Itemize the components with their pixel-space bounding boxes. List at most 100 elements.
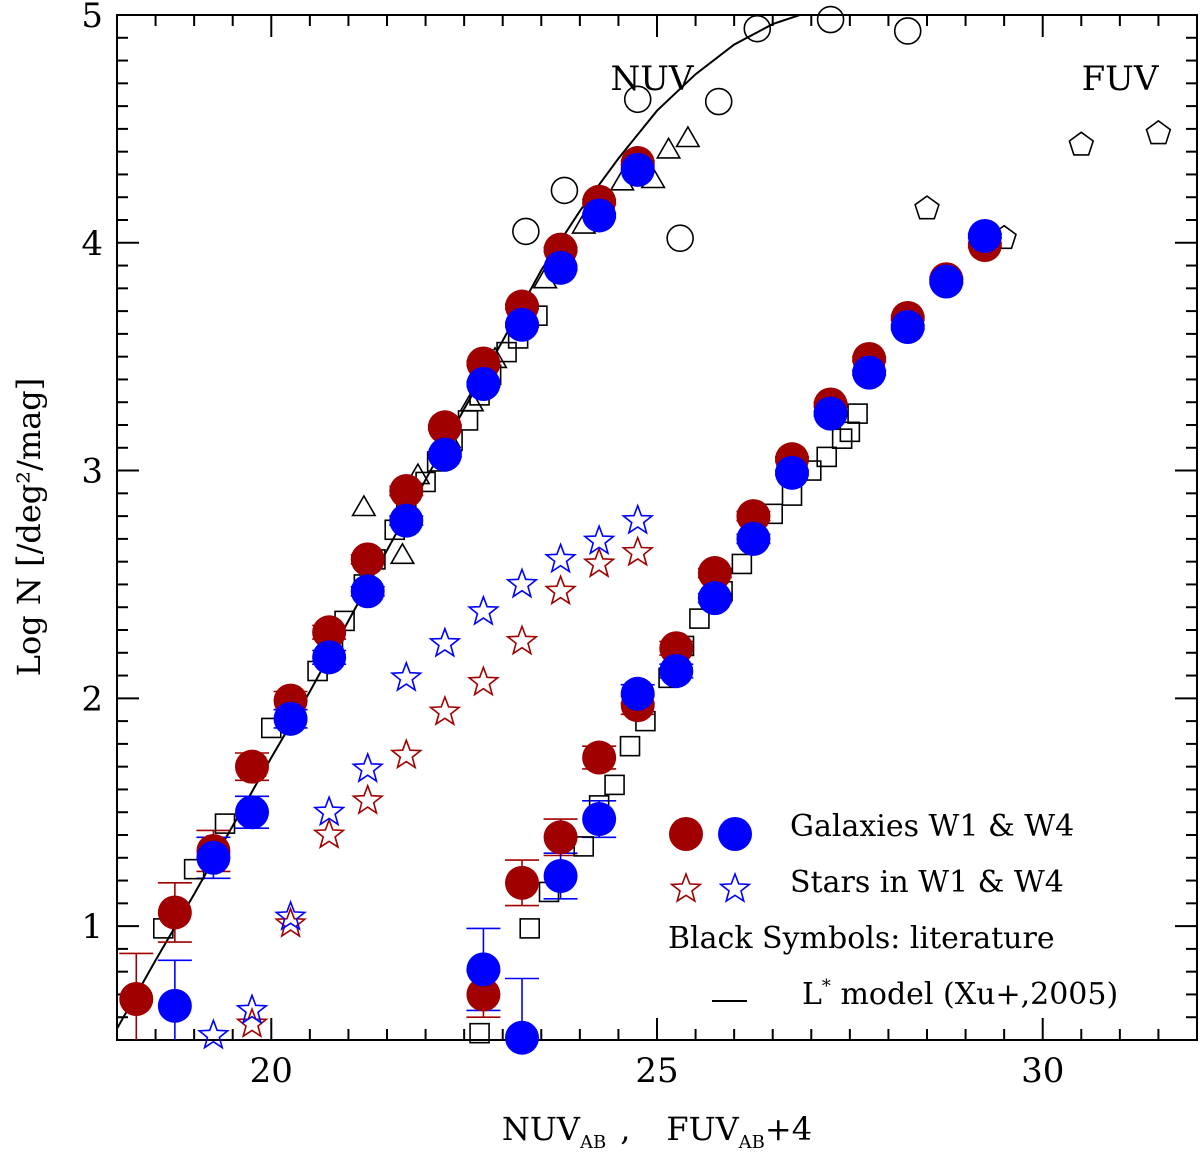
data-point (619, 735, 641, 757)
legend-marker-stars-red (669, 871, 703, 903)
data-point (389, 503, 424, 538)
data-point (689, 608, 710, 629)
x-tick-label: 20 (250, 1051, 293, 1091)
data-point (914, 195, 940, 220)
data-point (389, 542, 416, 565)
legend-marker-stars-blue (718, 871, 752, 903)
x-title-fuv: FUV (666, 1110, 739, 1148)
data-point (351, 494, 377, 517)
data-point (967, 218, 1002, 253)
y-tick-label: 4 (81, 224, 103, 264)
legend: Galaxies W1 & W4 Stars in W1 & W4 Black … (668, 809, 1118, 1012)
data-point (831, 428, 853, 449)
data-point (543, 820, 578, 855)
data-point (666, 224, 694, 253)
legend-label-literature: Black Symbols: literature (668, 921, 1055, 956)
data-point (621, 535, 655, 567)
data-point (543, 859, 578, 893)
data-point (582, 523, 616, 556)
error-bars (119, 159, 1002, 1040)
data-point (469, 1022, 490, 1044)
data-point (389, 660, 423, 692)
model-layer (117, 15, 801, 1030)
data-point (235, 993, 269, 1025)
data-point (197, 1018, 230, 1050)
legend-model-l: L (802, 977, 822, 1012)
data-point (620, 676, 655, 711)
legend-model-star: * (822, 976, 831, 997)
data-point (312, 640, 347, 675)
data-point (852, 355, 887, 390)
legend-marker-galaxies-red (669, 817, 703, 851)
data-point (428, 626, 462, 658)
legend-marker-galaxies-blue (718, 817, 752, 851)
x-title-sep: , (620, 1110, 630, 1148)
data-point (620, 152, 655, 187)
data-markers (119, 5, 1172, 1055)
data-point (466, 977, 501, 1012)
data-point (731, 553, 753, 575)
data-point (582, 740, 617, 775)
data-point (157, 988, 192, 1023)
legend-label-galaxies: Galaxies W1 & W4 (790, 809, 1074, 844)
legend-label-stars: Stars in W1 & W4 (790, 865, 1064, 900)
data-point (655, 136, 682, 159)
data-point (659, 654, 694, 688)
data-point (427, 410, 462, 445)
data-point (582, 546, 616, 578)
x-tick-label: 25 (635, 1051, 678, 1091)
data-point (544, 542, 577, 574)
panel-label-nuv: NUV (611, 59, 695, 99)
y-axis-title: Log N [/deg²/mag] (10, 378, 48, 677)
y-tick-label: 3 (81, 452, 103, 492)
data-point (505, 567, 539, 599)
data-point (351, 783, 385, 815)
x-title-sub2: AB (738, 1132, 765, 1153)
data-point (1068, 131, 1095, 156)
data-point (235, 749, 269, 784)
data-point (351, 751, 385, 783)
data-point (350, 542, 385, 577)
axis-ticks (116, 14, 1198, 1041)
legend-model-rest: model (Xu+,2005) (831, 977, 1118, 1012)
data-point (929, 264, 964, 299)
data-point (459, 389, 485, 412)
legend-label-model: L* model (Xu+,2005) (802, 976, 1118, 1012)
data-point (743, 14, 772, 43)
data-point (621, 503, 655, 535)
axis-tick-labels: 20 25 30 1 2 3 4 5 (81, 0, 1064, 1091)
data-point (466, 952, 501, 987)
data-point (196, 840, 231, 875)
data-point (389, 738, 423, 770)
data-point (428, 694, 462, 726)
data-point (312, 817, 346, 849)
data-point (813, 396, 848, 431)
data-point (582, 198, 617, 233)
data-point (467, 665, 500, 697)
data-point (839, 421, 861, 443)
data-point (235, 1006, 269, 1039)
data-point (1145, 119, 1172, 145)
data-point (623, 85, 652, 114)
data-point (890, 310, 925, 345)
data-point (505, 624, 539, 656)
data-point (274, 899, 307, 931)
data-point (519, 918, 541, 939)
data-point (816, 5, 845, 34)
data-point (704, 87, 733, 116)
data-point (235, 795, 269, 830)
data-point (736, 521, 771, 556)
data-point (350, 574, 385, 609)
data-point (466, 367, 501, 401)
data-point (816, 446, 838, 468)
data-point (582, 802, 617, 837)
x-axis-title: NUVAB, FUVAB+4 (502, 1110, 812, 1153)
x-title-offset: +4 (765, 1110, 812, 1148)
data-point (427, 437, 462, 472)
legend-markers (669, 817, 752, 1002)
data-point (893, 17, 922, 45)
data-point (604, 774, 625, 796)
data-point (544, 574, 577, 606)
data-point (312, 615, 347, 650)
